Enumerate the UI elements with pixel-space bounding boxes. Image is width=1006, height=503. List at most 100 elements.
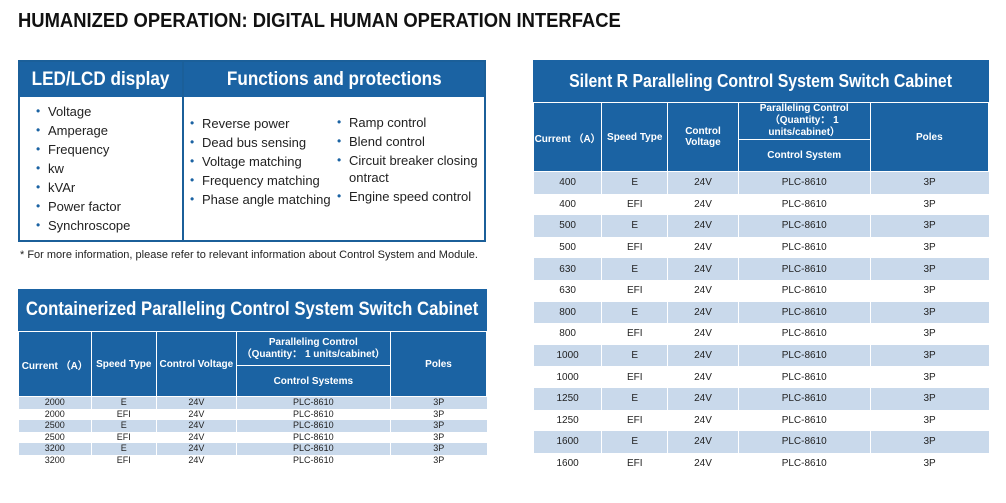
table-row: 500 E 24V PLC-8610 3P xyxy=(532,215,989,237)
cell-poles: 3P xyxy=(869,452,989,475)
table-row: 2500 E 24V PLC-8610 3P xyxy=(18,420,487,432)
cell-control-system: PLC-8610 xyxy=(737,193,871,216)
cell-poles: 3P xyxy=(869,344,989,367)
cell-control-voltage: 24V xyxy=(667,323,739,345)
functions-heading: Functions and protections xyxy=(184,62,484,97)
col-control-voltage: Control Voltage xyxy=(156,331,237,397)
cell-control-voltage: 24V xyxy=(667,366,739,388)
table-row: 630 E 24V PLC-8610 3P xyxy=(532,258,989,280)
cell-current: 2500 xyxy=(18,431,92,443)
cell-current: 800 xyxy=(532,323,602,345)
cell-poles: 3P xyxy=(869,366,989,388)
cell-poles: 3P xyxy=(869,431,989,453)
footnote: * For more information, please refer to … xyxy=(20,249,478,261)
cell-poles: 3P xyxy=(869,258,989,280)
table-row: 1600 EFI 24V PLC-8610 3P xyxy=(532,452,989,475)
cell-poles: 3P xyxy=(390,454,487,466)
table-title: Silent R Paralleling Control System Swit… xyxy=(533,60,989,102)
feature-item: Reverse power xyxy=(188,114,338,133)
col-control-voltage: Control Voltage xyxy=(667,102,739,172)
cell-speed-type: EFI xyxy=(601,236,668,259)
cell-current: 3200 xyxy=(18,454,92,466)
cell-poles: 3P xyxy=(869,323,989,345)
cell-control-system: PLC-8610 xyxy=(737,171,871,194)
cell-control-system: PLC-8610 xyxy=(737,258,871,280)
table-row: 1000 EFI 24V PLC-8610 3P xyxy=(532,366,989,388)
cell-control-system: PLC-8610 xyxy=(737,366,871,388)
cell-control-voltage: 24V xyxy=(667,171,739,194)
feature-item: kw xyxy=(34,159,174,178)
table-row: 1000 E 24V PLC-8610 3P xyxy=(532,344,989,367)
feature-item: Voltage matching xyxy=(188,152,338,171)
cell-control-voltage: 24V xyxy=(667,258,739,280)
cell-control-system: PLC-8610 xyxy=(737,431,871,453)
cell-control-system: PLC-8610 xyxy=(737,301,871,324)
display-list: VoltageAmperageFrequencykwkVArPower fact… xyxy=(34,102,174,235)
cell-control-voltage: 24V xyxy=(667,452,739,475)
cell-current: 1000 xyxy=(532,344,602,367)
cell-control-voltage: 24V xyxy=(667,279,739,302)
feature-item: Amperage xyxy=(34,121,174,140)
functions-list-a: Reverse powerDead bus sensingVoltage mat… xyxy=(188,114,338,209)
cell-control-system: PLC-8610 xyxy=(235,396,391,409)
cell-speed-type: EFI xyxy=(601,193,668,216)
cell-control-system: PLC-8610 xyxy=(737,236,871,259)
feature-item: Power factor xyxy=(34,197,174,216)
feature-item: kVAr xyxy=(34,178,174,197)
cell-control-system: PLC-8610 xyxy=(737,279,871,302)
cell-poles: 3P xyxy=(869,215,989,237)
cell-speed-type: E xyxy=(90,420,157,432)
table-row: 1600 E 24V PLC-8610 3P xyxy=(532,431,989,453)
table-row: 800 E 24V PLC-8610 3P xyxy=(532,301,989,324)
cell-speed-type: EFI xyxy=(601,323,668,345)
cell-control-system: PLC-8610 xyxy=(737,323,871,345)
feature-item: Phase angle matching xyxy=(188,190,338,209)
cell-current: 1600 xyxy=(532,452,602,475)
cell-control-voltage: 24V xyxy=(156,420,237,432)
col-speed-type: Speed Type xyxy=(90,331,158,397)
table-row: 2000 E 24V PLC-8610 3P xyxy=(18,396,487,409)
cell-speed-type: E xyxy=(601,387,668,410)
cell-poles: 3P xyxy=(869,279,989,302)
col-current: Current （A） xyxy=(18,331,92,397)
feature-item: Engine speed control xyxy=(335,188,485,205)
cell-control-voltage: 24V xyxy=(667,431,739,453)
cell-current: 1250 xyxy=(532,387,602,410)
display-heading: LED/LCD display xyxy=(20,62,182,97)
col-current: Current （A） xyxy=(532,102,603,172)
cell-speed-type: E xyxy=(601,344,668,367)
cell-current: 630 xyxy=(532,279,602,302)
feature-item: Dead bus sensing xyxy=(188,133,338,152)
cell-control-system: PLC-8610 xyxy=(235,443,391,455)
containerized-cabinet-table: Containerized Paralleling Control System… xyxy=(18,289,487,466)
cell-control-system: PLC-8610 xyxy=(737,409,871,432)
table-title: Containerized Paralleling Control System… xyxy=(18,289,487,331)
cell-control-voltage: 24V xyxy=(156,443,237,455)
col-poles: Poles xyxy=(390,331,487,397)
cell-control-voltage: 24V xyxy=(156,408,237,420)
cell-control-system: PLC-8610 xyxy=(235,420,391,432)
cell-speed-type: EFI xyxy=(90,454,157,466)
cell-speed-type: E xyxy=(601,171,668,194)
cell-control-voltage: 24V xyxy=(156,431,237,443)
cell-speed-type: EFI xyxy=(601,409,668,432)
feature-item: Blend control xyxy=(335,133,485,150)
cell-current: 500 xyxy=(532,215,602,237)
cell-poles: 3P xyxy=(869,193,989,216)
cell-control-system: PLC-8610 xyxy=(737,215,871,237)
cell-speed-type: EFI xyxy=(601,366,668,388)
cell-control-system: PLC-8610 xyxy=(737,452,871,475)
cell-current: 2000 xyxy=(18,396,92,409)
cell-speed-type: EFI xyxy=(601,452,668,475)
table-row: 2000 EFI 24V PLC-8610 3P xyxy=(18,408,487,420)
cell-poles: 3P xyxy=(390,443,487,455)
cell-poles: 3P xyxy=(869,387,989,410)
cell-control-voltage: 24V xyxy=(156,396,237,409)
cell-speed-type: E xyxy=(601,431,668,453)
features-box: LED/LCD display Functions and protection… xyxy=(18,60,486,242)
cell-current: 500 xyxy=(532,236,602,259)
feature-item: Circuit breaker closing ontract xyxy=(335,152,485,186)
col-paralleling: Paralleling Control （Quantity： 1 units/c… xyxy=(737,102,871,140)
cell-current: 2000 xyxy=(18,408,92,420)
cell-current: 2500 xyxy=(18,420,92,432)
